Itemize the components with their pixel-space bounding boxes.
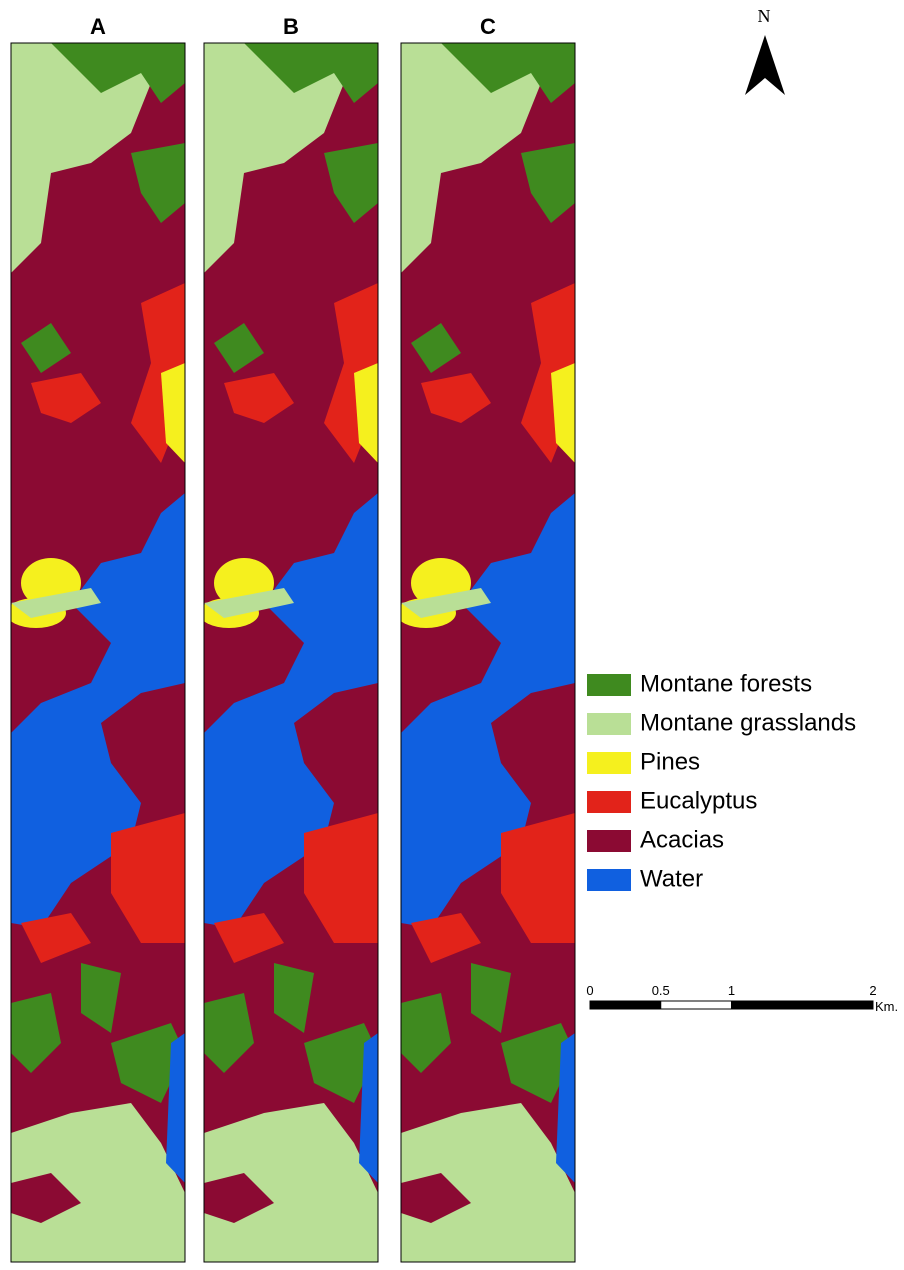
scale-segment	[732, 1001, 874, 1009]
scale-label: 1	[728, 983, 735, 998]
legend-swatch	[587, 752, 631, 774]
map-panel	[199, 43, 378, 1262]
legend-label: Montane forests	[640, 670, 812, 697]
legend-swatch	[587, 674, 631, 696]
scale-segment	[661, 1001, 732, 1009]
map-figure: N A B C Montane forests Montane grasslands Pi…	[0, 0, 904, 1270]
legend-label: Water	[640, 865, 703, 892]
map-panel	[6, 43, 185, 1262]
map-panel	[396, 43, 575, 1262]
legend-label: Pines	[640, 748, 700, 775]
legend-label: Eucalyptus	[640, 787, 757, 814]
north-label: N	[758, 6, 771, 26]
panel-label: C	[480, 14, 496, 39]
legend-swatch	[587, 713, 631, 735]
scale-label: 2	[869, 983, 876, 998]
legend-swatch	[587, 791, 631, 813]
legend-swatch	[587, 830, 631, 852]
scale-label: 0	[586, 983, 593, 998]
legend-label: Acacias	[640, 826, 724, 853]
panel-label: B	[283, 14, 299, 39]
panel-label: A	[90, 14, 106, 39]
scale-segment	[590, 1001, 661, 1009]
scale-label: 0.5	[652, 983, 670, 998]
north-arrow	[745, 35, 785, 95]
legend-swatch	[587, 869, 631, 891]
legend-label: Montane grasslands	[640, 709, 856, 736]
scale-unit: Km.	[875, 999, 898, 1014]
